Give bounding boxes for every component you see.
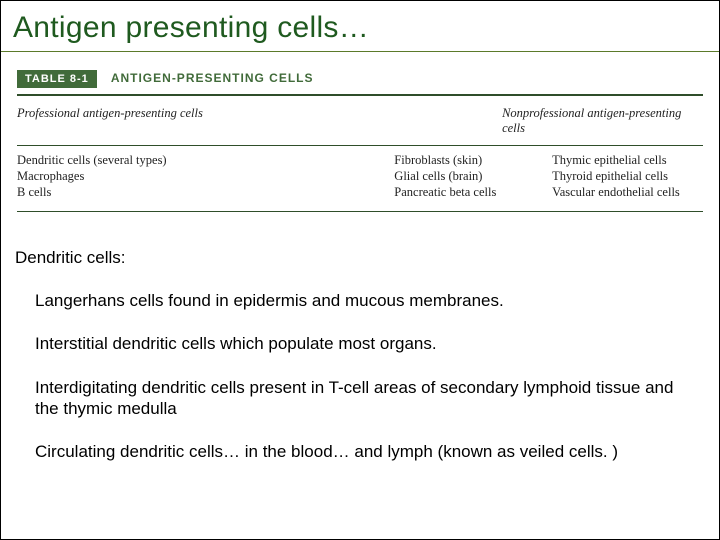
table-tag: TABLE 8-1	[17, 70, 97, 88]
slide-title: Antigen presenting cells…	[1, 1, 719, 51]
table-mid-cells: Fibroblasts (skin) Glial cells (brain) P…	[394, 153, 552, 200]
table-cell: Thymic epithelial cells	[552, 153, 703, 168]
table-column-headers: Professional antigen-presenting cells No…	[17, 104, 703, 140]
table-cell: Pancreatic beta cells	[394, 185, 552, 200]
table-left-cells: Dendritic cells (several types) Macropha…	[17, 153, 394, 200]
table-mid-rule	[17, 145, 703, 146]
col-header-left: Professional antigen-presenting cells	[17, 106, 394, 136]
paragraph: Langerhans cells found in epidermis and …	[15, 290, 699, 311]
section-heading: Dendritic cells:	[15, 248, 699, 268]
table-bottom-rule	[17, 211, 703, 212]
paragraph: Circulating dendritic cells… in the bloo…	[15, 441, 699, 462]
table-cell: Macrophages	[17, 169, 394, 184]
table-right-cells: Thymic epithelial cells Thyroid epitheli…	[552, 153, 703, 200]
table-top-rule	[17, 94, 703, 96]
table-cell: Glial cells (brain)	[394, 169, 552, 184]
table-figure: TABLE 8-1 ANTIGEN-PRESENTING CELLS Profe…	[17, 70, 703, 212]
body-content: Dendritic cells: Langerhans cells found …	[1, 220, 719, 462]
table-cell: Thyroid epithelial cells	[552, 169, 703, 184]
table-cell: Vascular endothelial cells	[552, 185, 703, 200]
table-cell: Fibroblasts (skin)	[394, 153, 552, 168]
title-divider	[1, 51, 719, 52]
table-body: Dendritic cells (several types) Macropha…	[17, 151, 703, 206]
table-cell: Dendritic cells (several types)	[17, 153, 394, 168]
table-title: ANTIGEN-PRESENTING CELLS	[111, 71, 314, 85]
paragraph: Interdigitating dendritic cells present …	[15, 377, 699, 420]
paragraph: Interstitial dendritic cells which popul…	[15, 333, 699, 354]
col-header-right: Nonprofessional antigen-presenting cells	[502, 106, 703, 136]
table-cell: B cells	[17, 185, 394, 200]
